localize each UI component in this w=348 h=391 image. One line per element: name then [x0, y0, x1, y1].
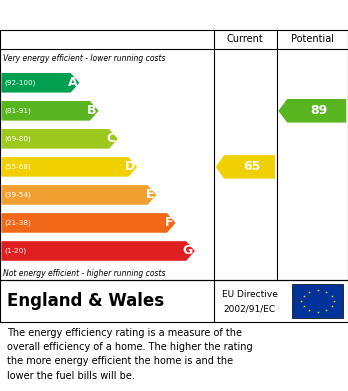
Text: A: A [68, 76, 77, 89]
Text: C: C [106, 132, 116, 145]
Polygon shape [1, 101, 98, 120]
Polygon shape [1, 213, 176, 233]
Text: B: B [87, 104, 96, 117]
Polygon shape [1, 241, 195, 261]
Polygon shape [1, 73, 79, 93]
Text: 65: 65 [244, 160, 261, 173]
Text: D: D [125, 160, 135, 173]
Text: 2002/91/EC: 2002/91/EC [224, 305, 276, 314]
Text: G: G [183, 244, 193, 258]
Text: (81-91): (81-91) [4, 108, 31, 114]
Text: (69-80): (69-80) [4, 136, 31, 142]
Text: Current: Current [227, 34, 264, 44]
Polygon shape [1, 157, 137, 177]
Text: (21-38): (21-38) [4, 220, 31, 226]
Polygon shape [216, 155, 275, 179]
Text: Not energy efficient - higher running costs: Not energy efficient - higher running co… [3, 269, 166, 278]
Text: England & Wales: England & Wales [7, 292, 164, 310]
Text: F: F [165, 217, 174, 230]
Polygon shape [278, 99, 346, 123]
Text: EU Directive: EU Directive [222, 290, 278, 299]
Bar [292, 284, 343, 318]
Text: (1-20): (1-20) [4, 248, 26, 254]
Text: Energy Efficiency Rating: Energy Efficiency Rating [10, 7, 221, 23]
Text: Potential: Potential [291, 34, 334, 44]
Text: The energy efficiency rating is a measure of the
overall efficiency of a home. T: The energy efficiency rating is a measur… [7, 328, 253, 381]
Polygon shape [1, 129, 118, 149]
Text: (55-68): (55-68) [4, 163, 31, 170]
Text: (92-100): (92-100) [4, 79, 35, 86]
Text: E: E [146, 188, 154, 201]
Text: Very energy efficient - lower running costs: Very energy efficient - lower running co… [3, 54, 166, 63]
Text: (39-54): (39-54) [4, 192, 31, 198]
Polygon shape [1, 185, 156, 205]
Text: 89: 89 [311, 104, 328, 117]
